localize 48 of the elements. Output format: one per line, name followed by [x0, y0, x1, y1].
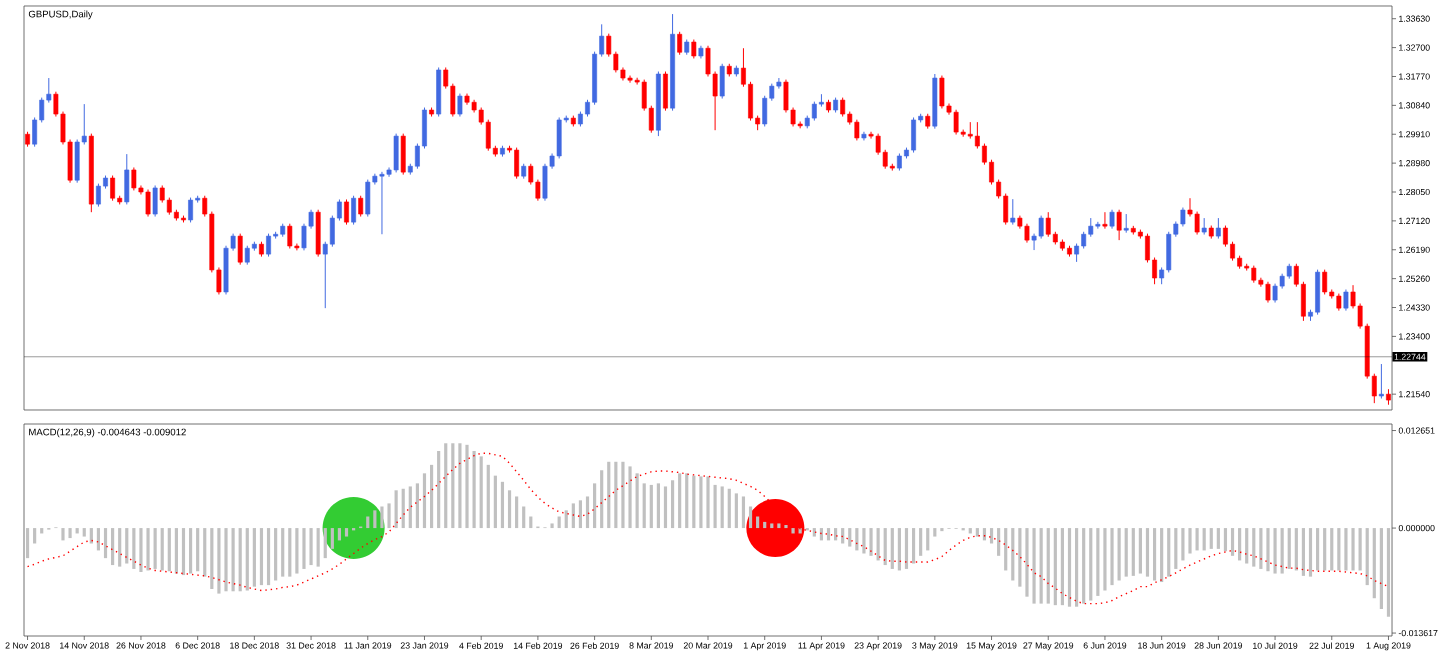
candlestick: [436, 66, 442, 118]
candlestick: [911, 116, 916, 154]
candlestick: [840, 97, 846, 118]
candlestick: [237, 233, 243, 266]
candlestick: [663, 71, 668, 112]
candlestick: [811, 101, 817, 122]
candlestick: [110, 175, 116, 202]
candlestick: [1095, 221, 1101, 230]
candlestick: [677, 31, 683, 56]
candlestick: [365, 179, 371, 218]
candlestick: [124, 153, 130, 205]
candlestick: [351, 195, 357, 226]
candlestick: [1315, 269, 1321, 316]
candlestick: [1265, 281, 1271, 304]
candlestick: [719, 63, 725, 100]
candlestick: [1024, 223, 1030, 244]
candlestick: [1102, 211, 1108, 230]
candlestick: [400, 133, 406, 176]
candlestick: [1343, 289, 1349, 312]
candlestick: [152, 184, 158, 218]
candlestick: [514, 147, 520, 180]
candlestick: [188, 197, 193, 223]
candlestick: [287, 223, 293, 250]
candlestick: [1322, 269, 1328, 295]
candlestick: [344, 198, 349, 226]
candlestick: [1215, 217, 1221, 240]
candlestick: [244, 245, 250, 266]
candlestick: [96, 183, 101, 208]
candlestick: [74, 139, 80, 184]
candlestick: [1123, 213, 1129, 234]
candlestick: [266, 233, 271, 258]
candlestick: [1378, 363, 1384, 400]
candlestick: [358, 195, 364, 218]
candlestick: [379, 171, 385, 235]
candlestick: [953, 109, 959, 136]
candlestick: [1045, 211, 1051, 238]
candlestick: [939, 75, 945, 109]
candlestick: [1010, 198, 1016, 226]
candlestick: [145, 189, 151, 218]
candlestick: [315, 209, 321, 258]
candlestick: [457, 93, 463, 118]
candlestick: [1109, 209, 1115, 230]
candlestick: [393, 133, 399, 173]
candlestick: [131, 166, 137, 191]
candlestick: [854, 119, 860, 141]
candlestick: [1180, 207, 1186, 227]
candlestick: [691, 39, 697, 59]
candlestick: [1116, 209, 1122, 241]
